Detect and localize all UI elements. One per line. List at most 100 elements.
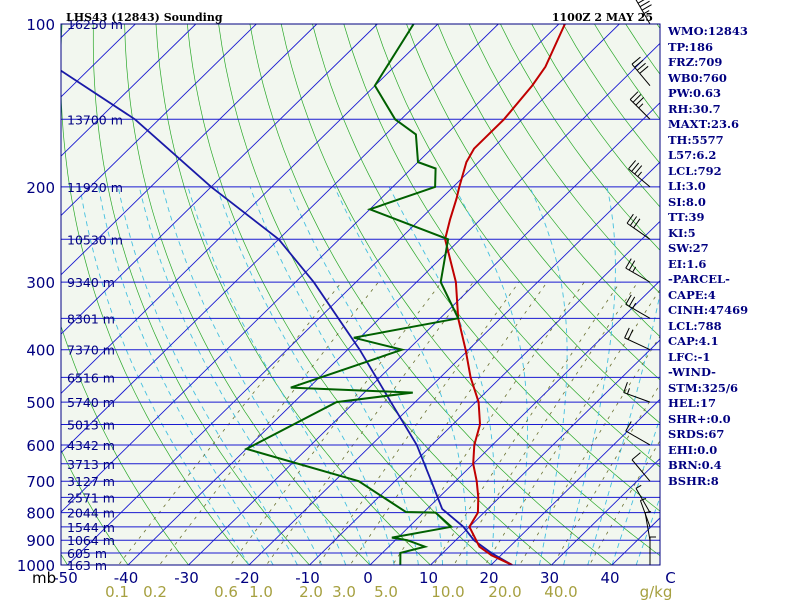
wind-barb-half-flag	[635, 484, 642, 489]
mb-unit-label: mb	[32, 569, 56, 587]
wind-barb-shaft	[623, 392, 651, 403]
sounding-profiles	[61, 24, 566, 565]
mixing-ratio-label: 0.1	[105, 583, 129, 600]
wind-barb-half-flag	[626, 388, 630, 395]
dry-adiabat-line	[374, 24, 660, 424]
wind-barb	[625, 421, 651, 446]
dry-adiabat-line	[249, 24, 613, 565]
observation-time: 1100Z 2 MAY 25	[552, 11, 653, 24]
sounding-index: TP:186	[668, 39, 714, 54]
dry-adiabat-line	[155, 24, 432, 565]
mixing-ratio-label: 40.0	[544, 583, 577, 600]
isotherm-line	[61, 24, 197, 157]
mixing-ratio-line	[552, 383, 660, 565]
wind-barb	[644, 511, 652, 541]
height-label: 13700 m	[67, 112, 123, 127]
sounding-index: SW:27	[668, 241, 709, 255]
temperature-tick-label: 0	[363, 569, 373, 587]
isotherm-line	[127, 42, 660, 565]
dry-adiabat-line	[500, 24, 660, 251]
wind-barb-shaft	[629, 99, 651, 120]
isotherm-line	[61, 24, 378, 335]
dry-adiabat-line	[343, 24, 660, 468]
mixing-ratio-label: 3.0	[332, 583, 356, 600]
sounding-index: SRDS:67	[668, 427, 725, 441]
isotherm-line	[66, 24, 620, 565]
isotherm-line	[429, 339, 660, 565]
wind-barb-flag	[628, 296, 636, 307]
sounding-index: LCL:792	[668, 163, 722, 178]
wind-barb-half-flag	[632, 302, 637, 309]
dry-adiabat-line	[186, 24, 492, 565]
wind-barb-flag	[634, 165, 643, 175]
temperature-tick-label: 30	[540, 569, 559, 587]
wind-barb	[629, 91, 651, 120]
sounding-index: EI:1.6	[668, 256, 707, 271]
wind-barb-flag	[625, 294, 632, 305]
mixing-ratio-line	[519, 335, 660, 565]
wind-barb-shaft	[644, 512, 651, 541]
height-label: 2044 m	[67, 506, 115, 521]
wind-barb-half-flag	[640, 497, 647, 501]
mixing-ratio-label: 2.0	[299, 583, 323, 600]
height-label: 3713 m	[67, 457, 115, 472]
dry-adiabat-line	[61, 449, 129, 565]
isotherm-line	[550, 457, 660, 565]
moist-adiabat-line	[187, 186, 371, 565]
wind-barb-shaft	[625, 267, 651, 283]
temperature-axis-labels: -50 -40 -30 -20 -10 0 10 20 30 40 C	[53, 569, 675, 587]
mixing-ratio-label: 0.6	[214, 583, 238, 600]
pressure-label: 600	[26, 437, 55, 455]
wind-barb-flag	[641, 4, 652, 11]
wind-barbs	[623, 0, 656, 565]
wind-barb-flag	[624, 327, 630, 339]
wind-barb-shaft	[635, 488, 651, 513]
height-label: 5740 m	[67, 395, 115, 410]
isotherm-line	[61, 24, 257, 217]
parcel-trace-line	[61, 69, 513, 565]
wind-barb	[626, 213, 651, 240]
wind-barb-flag	[629, 216, 638, 226]
wind-barb-flag	[636, 62, 646, 71]
pressure-label: 200	[26, 179, 55, 197]
isotherm-line	[490, 398, 660, 565]
mixing-ratio-lines	[117, 281, 660, 565]
wind-barb-shaft	[625, 430, 651, 446]
sounding-index: WB0:760	[668, 70, 727, 85]
height-label: 7370 m	[67, 343, 115, 358]
mixing-ratio-label: g/kg	[640, 583, 673, 600]
mixing-ratio-line	[349, 281, 548, 565]
dry-adiabats	[61, 24, 660, 565]
wind-barb	[631, 56, 651, 86]
wind-barb-flag	[628, 160, 637, 170]
moist-adiabat-line	[79, 186, 250, 565]
wind-barb-flag	[635, 96, 644, 106]
height-label: 5013 m	[67, 418, 115, 433]
dry-adiabat-line	[61, 325, 189, 565]
wind-barb-flag	[628, 260, 636, 271]
wind-barb	[625, 294, 651, 319]
isotherm-line	[61, 24, 318, 276]
wind-barb-flag	[631, 162, 640, 172]
height-label: 1064 m	[67, 533, 115, 548]
mixing-ratio-line	[230, 281, 442, 565]
sounding-indices-panel: WMO:12843 TP:186 FRZ:709 WB0:760 PW:0.63 RH:3…	[668, 24, 798, 489]
sounding-index: STM:325/6	[668, 380, 739, 395]
sounding-index: SHR+:0.0	[668, 411, 731, 426]
sounding-index: EHI:0.0	[668, 442, 718, 457]
mixing-ratio-labels: 0.1 0.2 0.6 1.0 2.0 3.0 5.0 10.0 20.0 40.0 g/kg	[105, 583, 672, 600]
wind-barb	[631, 452, 651, 482]
sounding-index: BSHR:8	[668, 473, 719, 488]
temperature-tick-label: -30	[174, 569, 199, 587]
wind-barb-flag	[625, 258, 632, 269]
pressure-axis-labels: 100 200 300 400 500 600 700 800 900 1000	[17, 16, 55, 575]
wind-barb-shaft	[626, 222, 651, 240]
wind-barb-shaft	[624, 337, 651, 351]
height-label: 1544 m	[67, 520, 115, 535]
height-label: 605 m	[67, 546, 107, 561]
mixing-ratio-label: 0.2	[143, 583, 167, 600]
isotherm-line	[61, 24, 499, 454]
wind-barb-flag	[634, 59, 644, 68]
temperature-tick-label: -10	[295, 569, 320, 587]
